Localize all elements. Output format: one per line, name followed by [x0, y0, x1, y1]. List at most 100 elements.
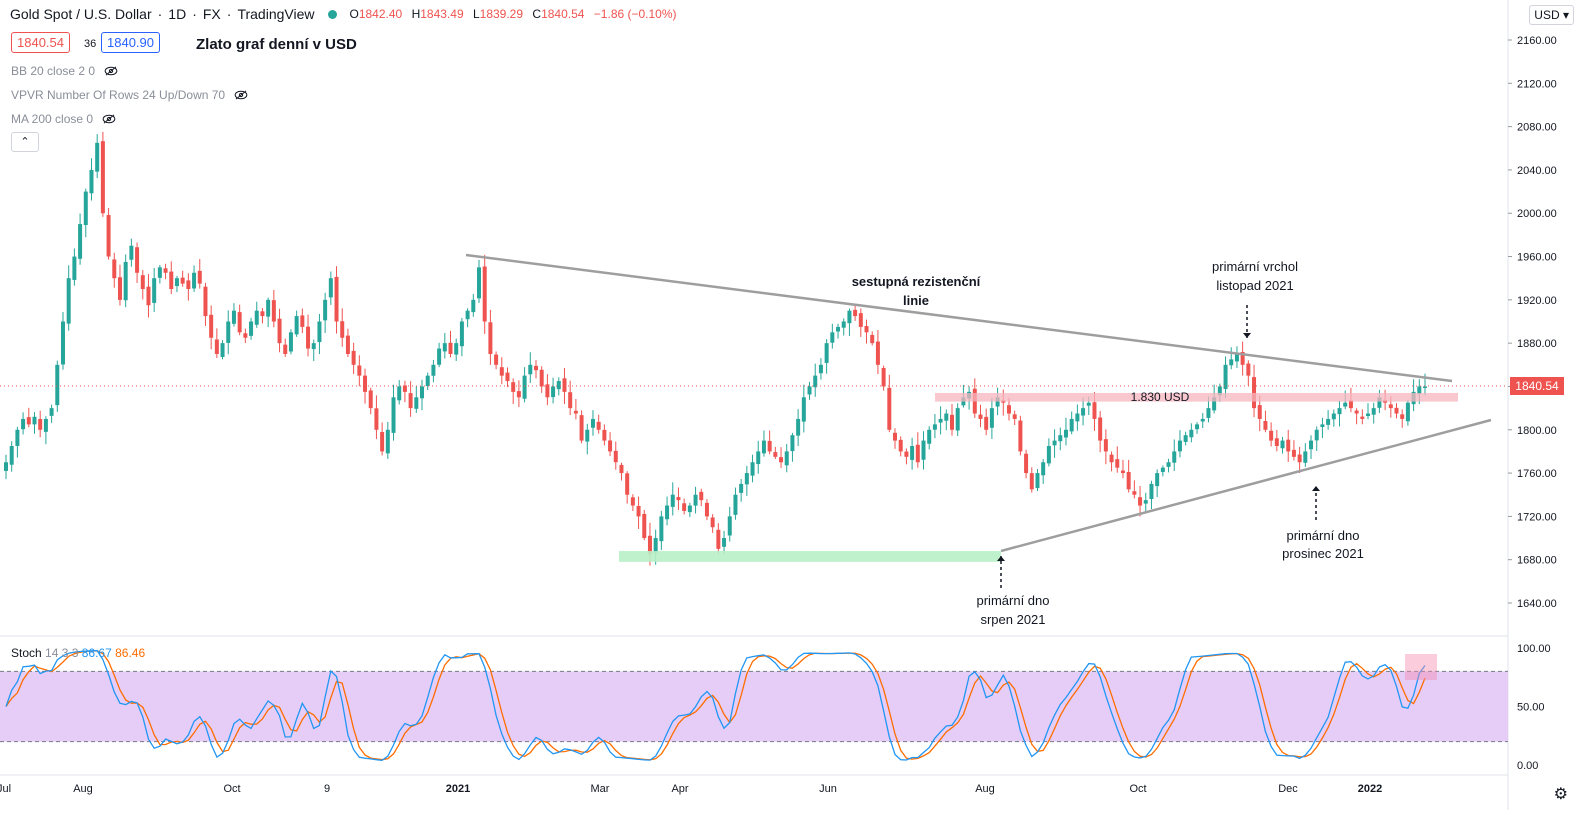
candle-body	[647, 535, 652, 555]
x-tick-label: Mar	[591, 783, 610, 795]
stoch-highlight	[1405, 654, 1437, 680]
candle-body	[431, 364, 436, 376]
annotation-text: srpen 2021	[980, 612, 1045, 627]
candle-body	[625, 473, 630, 495]
candle-body	[636, 505, 641, 517]
indicator-vpvr[interactable]: VPVR Number Of Rows 24 Up/Down 70	[11, 88, 249, 102]
candle-body	[676, 497, 681, 501]
candle-body	[767, 440, 772, 452]
currency-button[interactable]: USD ▾	[1529, 5, 1574, 25]
candle-body	[1120, 470, 1125, 474]
candle-body	[83, 191, 88, 226]
candle-body	[4, 462, 8, 471]
candle-body	[533, 365, 538, 371]
candle-body	[556, 381, 561, 390]
candle-body	[1400, 414, 1405, 419]
exchange-label: FX	[202, 6, 221, 22]
candle-body	[1177, 440, 1182, 452]
candle-body	[875, 341, 880, 365]
candle-body	[1200, 418, 1205, 422]
sell-price-button[interactable]: 1840.54	[11, 32, 70, 53]
candle-body	[1081, 408, 1086, 416]
candle-body	[807, 386, 812, 395]
candle-body	[984, 416, 989, 430]
x-tick-label: Jul	[0, 783, 11, 795]
symbol-name[interactable]: Gold Spot / U.S. Dollar	[10, 6, 152, 22]
candle-body	[704, 502, 709, 517]
x-tick-label: Dec	[1278, 783, 1298, 795]
indicator-bb[interactable]: BB 20 close 2 0	[11, 64, 119, 78]
candle-body	[1223, 364, 1228, 389]
candle-body	[306, 326, 311, 349]
y-tick-label: 2040.00	[1517, 165, 1557, 177]
eye-off-icon[interactable]	[101, 114, 117, 124]
resistance-zone	[935, 392, 1458, 402]
stoch-d-value: 86.46	[115, 646, 146, 660]
candle-body	[1126, 472, 1131, 490]
candle-body	[1115, 459, 1120, 468]
y-tick-label: 1680.00	[1517, 555, 1557, 567]
candle-body	[95, 142, 100, 172]
candle-body	[773, 452, 778, 457]
settings-gear-icon[interactable]: ⚙	[1553, 786, 1568, 803]
market-status-icon	[328, 9, 338, 19]
candle-body	[1274, 438, 1279, 447]
candle-body	[1423, 386, 1427, 388]
annotation-text: primární vrchol	[1212, 259, 1298, 274]
support-trendline	[1000, 418, 1492, 553]
symbol-legend[interactable]: Gold Spot / U.S. Dollar · 1D · FX · Trad…	[10, 6, 677, 22]
candle-body	[317, 321, 322, 343]
candle-body	[380, 432, 385, 452]
candle-body	[1291, 449, 1296, 457]
candle-body	[1166, 462, 1171, 467]
candle-body	[243, 333, 248, 338]
candle-body	[214, 339, 219, 354]
x-tick-label: 2021	[446, 783, 470, 795]
candle-body	[1331, 413, 1336, 420]
candle-body	[112, 259, 117, 279]
chart-subtitle: Zlato graf denní v USD	[196, 36, 357, 53]
candle-body	[465, 310, 470, 320]
y-tick-label: 1920.00	[1517, 295, 1557, 307]
candle-body	[471, 299, 476, 313]
candle-body	[910, 446, 915, 460]
candle-body	[1417, 386, 1422, 394]
candle-body	[420, 386, 425, 399]
y-tick-label: 1880.00	[1517, 338, 1557, 350]
candle-body	[1075, 413, 1080, 422]
eye-off-icon[interactable]	[103, 66, 119, 76]
stoch-k-line	[5, 649, 1426, 761]
candle-body	[1103, 439, 1108, 452]
eye-off-icon[interactable]	[233, 90, 249, 100]
candle-body	[328, 278, 333, 298]
candle-body	[665, 505, 670, 520]
buy-price-button[interactable]: 1840.90	[101, 32, 160, 53]
candle-body	[442, 343, 447, 352]
candle-body	[454, 343, 459, 355]
candle-body	[1160, 467, 1165, 472]
indicator-vpvr-label: VPVR Number Of Rows 24 Up/Down 70	[11, 88, 226, 102]
candle-body	[1149, 483, 1154, 499]
stoch-legend[interactable]: Stoch 14 3 3 86.67 86.46	[11, 646, 145, 660]
candle-body	[1303, 451, 1308, 463]
candle-body	[539, 369, 544, 387]
candle-body	[784, 451, 789, 466]
y-tick-label: 2080.00	[1517, 122, 1557, 134]
stoch-y-tick-label: 50.00	[1517, 702, 1545, 714]
chevron-up-icon: ⌃	[20, 136, 30, 148]
candle-body	[140, 275, 145, 290]
collapse-indicators-button[interactable]: ⌃	[11, 132, 39, 152]
candle-body	[653, 538, 658, 553]
indicator-ma[interactable]: MA 200 close 0	[11, 112, 117, 126]
candle-body	[1377, 397, 1382, 408]
candle-body	[1348, 400, 1353, 409]
candle-body	[1041, 462, 1046, 476]
interval-label[interactable]: 1D	[168, 6, 187, 22]
candle-body	[374, 408, 379, 430]
candle-body	[1206, 408, 1211, 418]
candle-body	[1212, 397, 1217, 411]
candle-body	[1388, 404, 1393, 409]
candle-body	[1172, 451, 1177, 463]
candle-body	[1069, 418, 1074, 432]
